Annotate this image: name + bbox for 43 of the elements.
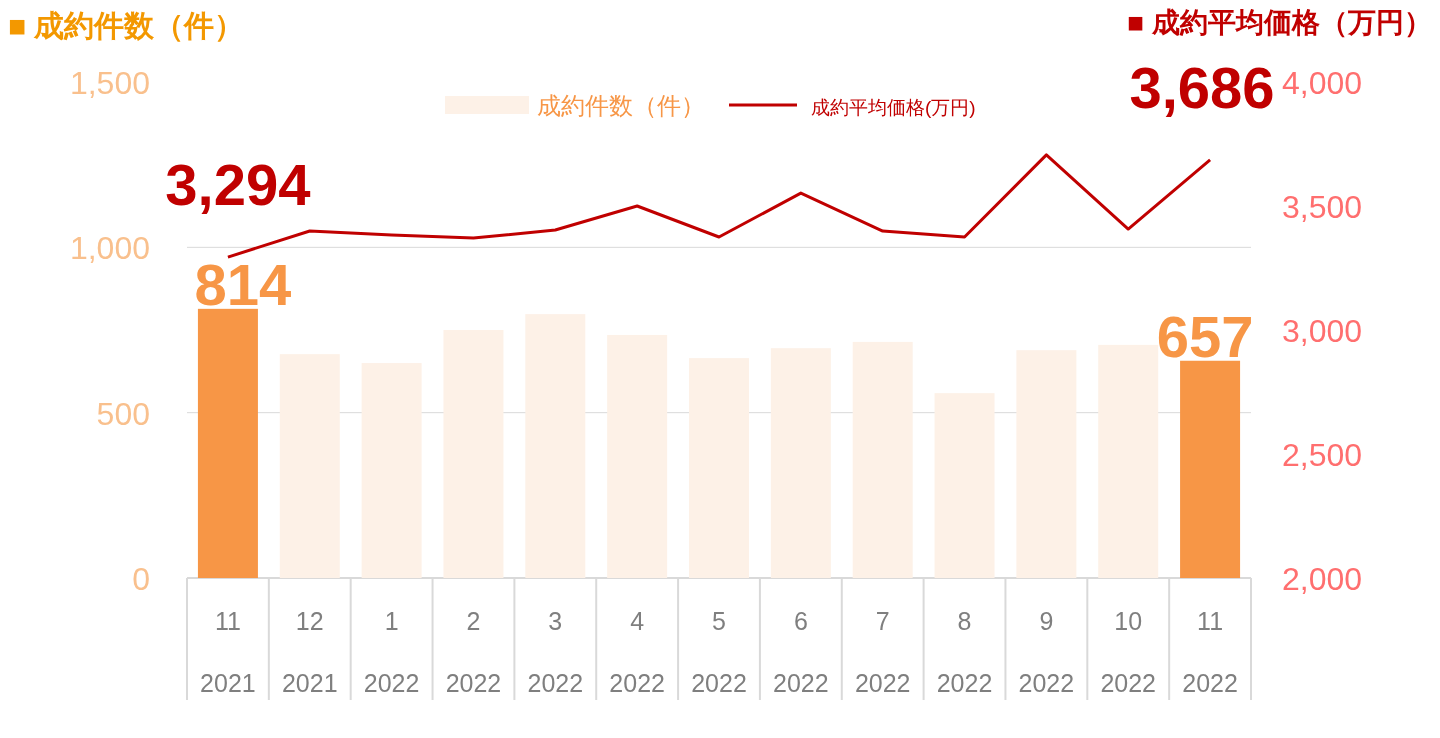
y2-tick-label: 2,000 — [1282, 561, 1363, 597]
category-label: 2 2022 — [445, 607, 502, 697]
category-label: 12 2021 — [281, 607, 338, 697]
bar — [770, 348, 831, 578]
y2-tick-label: 4,000 — [1282, 65, 1363, 101]
bar — [525, 314, 586, 578]
bar — [197, 308, 258, 578]
data-label: 814 — [194, 251, 292, 317]
data-label: 3,294 — [165, 152, 311, 218]
data-label: 657 — [1156, 303, 1254, 369]
bar — [934, 393, 995, 578]
data-label: 3,686 — [1129, 54, 1275, 120]
category-label: 8 2022 — [936, 607, 993, 697]
y-axis-title: ■ 成約件数（件） — [8, 9, 245, 42]
legend-label: 成約平均価格(万円) — [811, 97, 976, 118]
y-tick-label: 500 — [96, 395, 150, 432]
category-label: 9 2022 — [1018, 607, 1075, 697]
category-label: 3 2022 — [527, 607, 584, 697]
category-label: 1 2022 — [363, 607, 420, 697]
category-label: 11 2022 — [1182, 607, 1238, 697]
bar — [1180, 360, 1241, 578]
y-tick-label: 1,500 — [69, 65, 150, 101]
category-label: 11 2021 — [200, 607, 256, 697]
y-tick-label: 1,000 — [69, 230, 150, 267]
category-label: 10 2022 — [1100, 607, 1157, 697]
y2-tick-label: 3,500 — [1282, 189, 1363, 225]
y2-tick-label: 2,500 — [1282, 437, 1363, 473]
bar — [443, 330, 504, 578]
bar — [852, 341, 913, 578]
y2-tick-label: 3,000 — [1282, 313, 1363, 349]
category-label: 7 2022 — [854, 607, 911, 697]
bar — [1016, 350, 1077, 578]
bar — [689, 358, 749, 578]
category-label: 5 2022 — [691, 607, 747, 697]
category-label: 4 2022 — [609, 607, 665, 697]
legend-label: 成約件数（件） — [537, 92, 705, 119]
bar — [279, 354, 340, 578]
bar — [1098, 344, 1159, 578]
y-tick-label: 0 — [132, 561, 150, 597]
y2-axis-title: ■ 成約平均価格（万円） — [1127, 7, 1432, 38]
category-label: 6 2022 — [773, 607, 829, 697]
bar — [607, 334, 668, 578]
bar — [361, 363, 422, 578]
